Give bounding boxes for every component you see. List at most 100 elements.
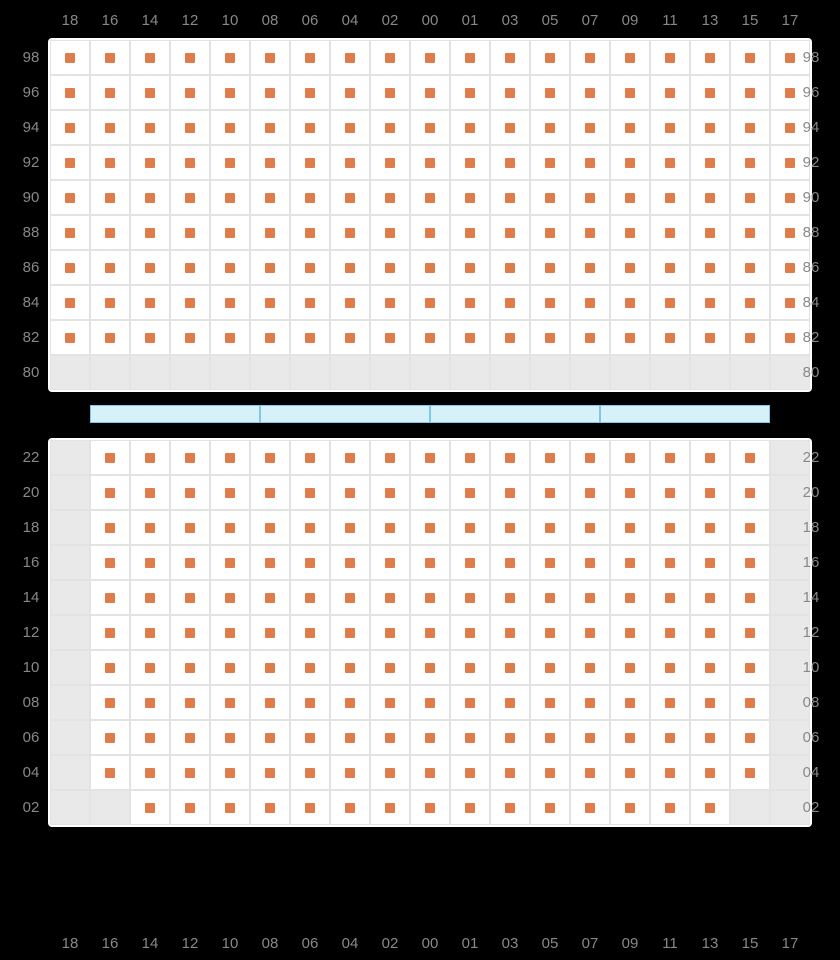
- seat-cell[interactable]: [410, 685, 450, 720]
- seat-cell[interactable]: [130, 110, 170, 145]
- seat-cell[interactable]: [570, 250, 610, 285]
- seat-cell[interactable]: [170, 475, 210, 510]
- seat-cell[interactable]: [650, 545, 690, 580]
- seat-cell[interactable]: [290, 110, 330, 145]
- seat-cell[interactable]: [570, 145, 610, 180]
- seat-cell[interactable]: [690, 180, 730, 215]
- seat-cell[interactable]: [690, 440, 730, 475]
- seat-cell[interactable]: [730, 475, 770, 510]
- seat-cell[interactable]: [50, 145, 90, 180]
- seat-cell[interactable]: [690, 145, 730, 180]
- seat-cell[interactable]: [170, 110, 210, 145]
- seat-cell[interactable]: [130, 790, 170, 825]
- seat-cell[interactable]: [650, 510, 690, 545]
- seat-cell[interactable]: [490, 320, 530, 355]
- seat-cell[interactable]: [130, 285, 170, 320]
- seat-cell[interactable]: [330, 215, 370, 250]
- seat-cell[interactable]: [450, 685, 490, 720]
- seat-cell[interactable]: [330, 650, 370, 685]
- seat-cell[interactable]: [570, 615, 610, 650]
- seat-cell[interactable]: [570, 510, 610, 545]
- seat-cell[interactable]: [530, 545, 570, 580]
- seat-cell[interactable]: [530, 475, 570, 510]
- seat-cell[interactable]: [290, 320, 330, 355]
- seat-cell[interactable]: [170, 285, 210, 320]
- seat-cell[interactable]: [170, 440, 210, 475]
- seat-cell[interactable]: [450, 790, 490, 825]
- seat-cell[interactable]: [370, 250, 410, 285]
- seat-cell[interactable]: [450, 545, 490, 580]
- seat-cell[interactable]: [90, 320, 130, 355]
- seat-cell[interactable]: [130, 40, 170, 75]
- seat-cell[interactable]: [210, 685, 250, 720]
- seat-cell[interactable]: [90, 180, 130, 215]
- seat-cell[interactable]: [210, 650, 250, 685]
- seat-cell[interactable]: [370, 285, 410, 320]
- seat-cell[interactable]: [410, 40, 450, 75]
- seat-cell[interactable]: [650, 75, 690, 110]
- seat-cell[interactable]: [410, 755, 450, 790]
- seat-cell[interactable]: [450, 320, 490, 355]
- seat-cell[interactable]: [610, 215, 650, 250]
- seat-cell[interactable]: [90, 650, 130, 685]
- seat-cell[interactable]: [730, 440, 770, 475]
- seat-cell[interactable]: [170, 510, 210, 545]
- seat-cell[interactable]: [210, 75, 250, 110]
- seat-cell[interactable]: [570, 285, 610, 320]
- seat-cell[interactable]: [450, 110, 490, 145]
- seat-cell[interactable]: [490, 755, 530, 790]
- seat-cell[interactable]: [410, 180, 450, 215]
- seat-cell[interactable]: [370, 790, 410, 825]
- seat-cell[interactable]: [130, 615, 170, 650]
- seat-cell[interactable]: [730, 145, 770, 180]
- seat-cell[interactable]: [410, 615, 450, 650]
- seat-cell[interactable]: [490, 790, 530, 825]
- seat-cell[interactable]: [570, 215, 610, 250]
- seat-cell[interactable]: [170, 75, 210, 110]
- seat-cell[interactable]: [330, 180, 370, 215]
- seat-cell[interactable]: [730, 755, 770, 790]
- seat-cell[interactable]: [210, 510, 250, 545]
- seat-cell[interactable]: [290, 440, 330, 475]
- seat-cell[interactable]: [170, 180, 210, 215]
- seat-cell[interactable]: [50, 320, 90, 355]
- seat-cell[interactable]: [490, 40, 530, 75]
- seat-cell[interactable]: [210, 440, 250, 475]
- seat-cell[interactable]: [690, 545, 730, 580]
- seat-cell[interactable]: [170, 145, 210, 180]
- seat-cell[interactable]: [690, 580, 730, 615]
- seat-cell[interactable]: [730, 615, 770, 650]
- seat-cell[interactable]: [130, 320, 170, 355]
- seat-cell[interactable]: [130, 250, 170, 285]
- seat-cell[interactable]: [290, 40, 330, 75]
- seat-cell[interactable]: [570, 720, 610, 755]
- seat-cell[interactable]: [610, 475, 650, 510]
- seat-cell[interactable]: [530, 285, 570, 320]
- seat-cell[interactable]: [650, 650, 690, 685]
- seat-cell[interactable]: [570, 650, 610, 685]
- seat-cell[interactable]: [730, 320, 770, 355]
- seat-cell[interactable]: [650, 40, 690, 75]
- seat-cell[interactable]: [490, 75, 530, 110]
- seat-cell[interactable]: [690, 790, 730, 825]
- seat-cell[interactable]: [650, 615, 690, 650]
- seat-cell[interactable]: [90, 40, 130, 75]
- seat-cell[interactable]: [210, 215, 250, 250]
- seat-cell[interactable]: [90, 75, 130, 110]
- seat-cell[interactable]: [650, 285, 690, 320]
- seat-cell[interactable]: [330, 615, 370, 650]
- seat-cell[interactable]: [370, 440, 410, 475]
- seat-cell[interactable]: [450, 755, 490, 790]
- seat-cell[interactable]: [290, 285, 330, 320]
- seat-cell[interactable]: [170, 580, 210, 615]
- seat-cell[interactable]: [210, 755, 250, 790]
- seat-cell[interactable]: [690, 510, 730, 545]
- seat-cell[interactable]: [370, 180, 410, 215]
- seat-cell[interactable]: [570, 580, 610, 615]
- seat-cell[interactable]: [370, 580, 410, 615]
- seat-cell[interactable]: [130, 215, 170, 250]
- seat-cell[interactable]: [90, 755, 130, 790]
- seat-cell[interactable]: [370, 755, 410, 790]
- seat-cell[interactable]: [370, 40, 410, 75]
- seat-cell[interactable]: [570, 75, 610, 110]
